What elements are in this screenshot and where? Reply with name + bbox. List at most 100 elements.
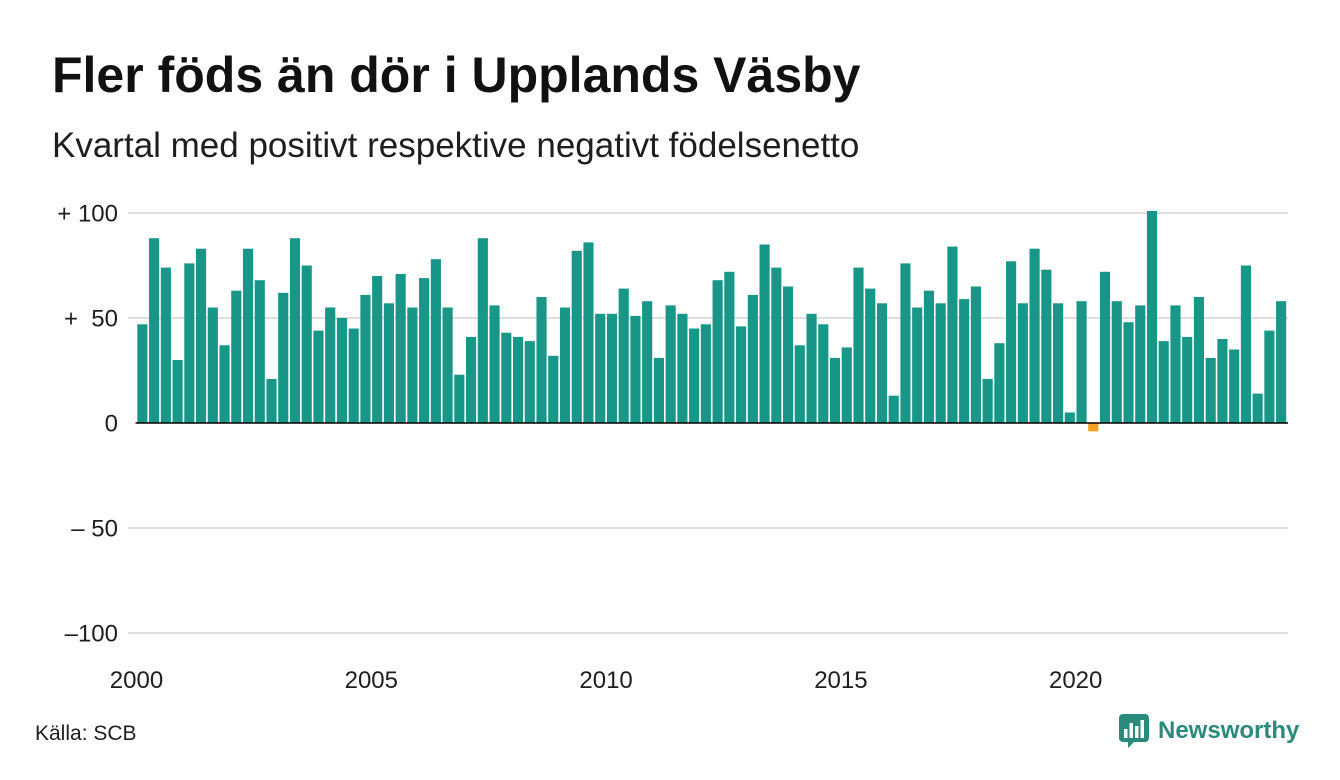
bar-positive <box>372 276 383 423</box>
bar-positive <box>700 324 711 423</box>
bar-positive <box>982 378 993 423</box>
bar-positive <box>360 294 371 423</box>
bar-positive <box>242 248 254 423</box>
bar-positive <box>1264 330 1275 423</box>
bar-positive <box>642 301 653 423</box>
bar-positive <box>348 328 359 423</box>
bar-positive <box>501 332 512 423</box>
bar-positive <box>771 267 782 423</box>
bar-positive <box>1135 305 1146 423</box>
bar-positive <box>677 313 688 423</box>
bar-positive <box>595 313 606 423</box>
bar-positive <box>1076 301 1087 423</box>
bar-positive <box>947 246 958 423</box>
bar-positive <box>841 347 852 423</box>
bar-positive <box>336 318 348 423</box>
y-tick-label: + 100 <box>57 201 118 228</box>
bar-positive <box>653 357 664 423</box>
x-tick-label: 2010 <box>579 667 632 694</box>
bar-positive <box>923 290 935 423</box>
bar-positive <box>1053 303 1064 423</box>
bar-positive <box>1229 349 1240 423</box>
bar-positive <box>1276 301 1287 423</box>
x-tick-label: 2020 <box>1049 667 1102 694</box>
bar-positive <box>512 336 524 423</box>
bar-positive <box>184 263 195 423</box>
bar-positive <box>935 303 946 423</box>
bar-positive <box>466 336 477 423</box>
bar-positive <box>536 297 547 423</box>
bar-positive <box>1111 301 1122 423</box>
bar-positive <box>196 248 207 423</box>
bar-positive <box>876 303 888 423</box>
bar-positive <box>818 324 829 423</box>
bar-positive <box>289 238 301 423</box>
bar-positive <box>865 288 876 423</box>
bar-positive <box>959 299 970 423</box>
bar-positive <box>630 315 641 423</box>
bar-positive <box>724 271 735 423</box>
x-tick-label: 2005 <box>345 667 398 694</box>
bars <box>135 210 1288 432</box>
bar-positive <box>160 267 171 423</box>
bar-positive <box>912 307 923 423</box>
x-tick-label: 2000 <box>110 667 163 694</box>
bar-positive <box>383 303 394 423</box>
bar-positive <box>1217 339 1228 423</box>
bar-positive <box>1017 303 1028 423</box>
bar-positive <box>254 280 265 423</box>
bar-positive <box>1205 357 1216 423</box>
bar-positive <box>994 343 1005 423</box>
bar-positive <box>759 244 770 423</box>
bar-positive <box>430 259 441 423</box>
bar-positive <box>407 307 418 423</box>
bar-negative <box>1088 423 1099 432</box>
y-tick-label: 0 <box>105 411 118 438</box>
bar-positive <box>747 294 758 423</box>
chart-subtitle: Kvartal med positivt respektive negativt… <box>52 126 860 165</box>
bar-positive <box>278 292 289 423</box>
bar-positive <box>477 238 488 423</box>
bar-positive <box>1252 393 1263 423</box>
bar-positive <box>219 345 230 423</box>
bar-positive <box>853 267 864 423</box>
chart-speech-bubble-icon <box>1119 714 1149 748</box>
y-tick-label: – 50 <box>71 516 118 543</box>
source-note: Källa: SCB <box>35 722 137 745</box>
bar-positive <box>1006 261 1017 423</box>
brand-icon-bubble <box>1119 714 1149 748</box>
bar-positive <box>900 263 911 423</box>
bar-positive <box>266 378 277 423</box>
bar-positive <box>1146 210 1158 423</box>
bar-positive <box>442 307 453 423</box>
bar-positive <box>149 238 160 423</box>
bar-positive <box>231 290 242 423</box>
bar-positive <box>970 286 981 423</box>
bar-positive <box>1170 305 1181 423</box>
bar-positive <box>1099 271 1111 423</box>
bar-positive <box>712 280 723 423</box>
bar-positive <box>1123 322 1134 423</box>
bar-positive <box>1182 336 1193 423</box>
bar-positive <box>454 374 465 423</box>
bar-positive <box>736 326 747 423</box>
brand-name: Newsworthy <box>1158 717 1300 744</box>
bar-positive <box>395 273 406 423</box>
bar-positive <box>794 345 805 423</box>
bar-positive <box>689 328 700 423</box>
bar-positive <box>1064 412 1075 423</box>
bar-positive <box>325 307 336 423</box>
bar-positive <box>559 307 571 423</box>
bar-positive <box>1029 248 1040 423</box>
bar-positive <box>548 355 559 423</box>
bar-positive <box>829 357 841 423</box>
bar-positive <box>1240 265 1251 423</box>
bar-positive <box>806 313 817 423</box>
bar-positive <box>665 305 676 423</box>
bar-positive <box>618 288 629 423</box>
y-axis: + 100 + 50 0 – 50 –100 <box>57 201 118 648</box>
newsworthy-logo: Newsworthy <box>1119 714 1299 748</box>
x-axis: 2000 2005 2010 2015 2020 <box>110 667 1103 694</box>
bar-positive <box>524 341 535 423</box>
